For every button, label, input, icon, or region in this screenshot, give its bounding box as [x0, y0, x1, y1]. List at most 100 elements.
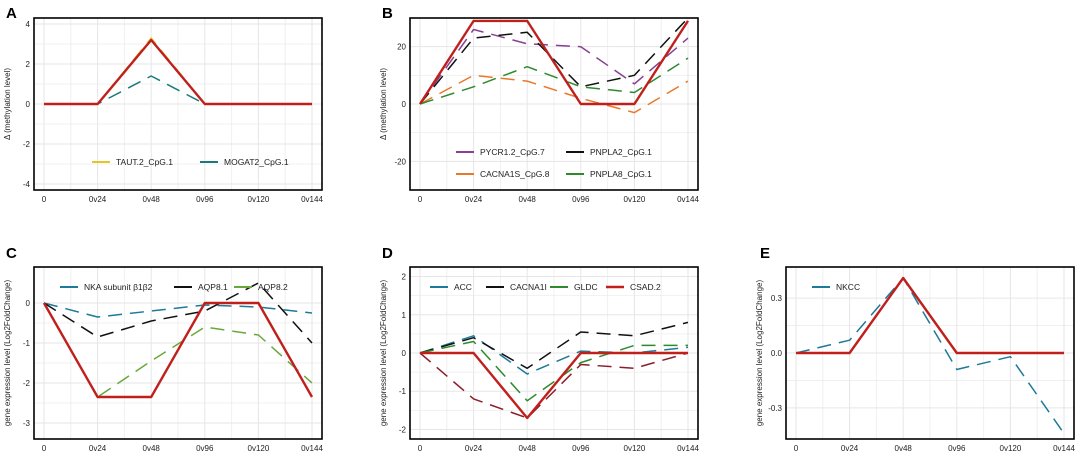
y-tick-label: -4 [23, 180, 31, 189]
y-tick-label: -0.3 [768, 404, 782, 413]
panel-letter: B [382, 5, 393, 22]
x-tick-label: 0v96 [196, 195, 214, 204]
legend-label: CACNA1S_CpG.8 [480, 169, 550, 179]
x-tick-label: 0v48 [519, 444, 537, 453]
x-tick-label: 0 [42, 444, 47, 453]
x-tick-label: 0v144 [301, 444, 323, 453]
panel-B: 0 0v24 0v48 0v96 0v120 0v144 -20 0 20 Δ (methylat… [379, 5, 699, 204]
legend-label: PNPLA2_CpG.1 [590, 147, 652, 157]
x-tick-label: 0v120 [248, 195, 270, 204]
series-line-reference-3 [42, 301, 314, 399]
y-tick-label: 2 [26, 60, 31, 69]
legend-label: PNPLA8_CpG.1 [590, 169, 652, 179]
legend: TAUT.2_CpG.1 MOGAT2_CpG.1 [92, 157, 289, 167]
y-tick-label: 0 [26, 100, 31, 109]
legend-label: NKCC [836, 282, 860, 292]
legend-label: AQP8.1 [198, 282, 228, 292]
y-tick-label: -1 [399, 387, 407, 396]
x-tick-label: 0v48 [143, 195, 161, 204]
legend: ACC CACNA1I GLDC CSAD.2 [430, 282, 661, 292]
legend-label: PYCR1.2_CpG.7 [480, 147, 545, 157]
x-tick-label: 0v96 [572, 195, 590, 204]
series-line-csad-2 [420, 351, 688, 420]
x-tick-label: 0v144 [677, 195, 699, 204]
series-line-cacna1s-cpg-8 [419, 74, 689, 114]
y-tick-label: 20 [397, 43, 406, 52]
x-tick-label: 0v96 [572, 444, 590, 453]
series-line-nka-subunit-1-2 [43, 302, 313, 318]
legend-label: ACC [454, 282, 472, 292]
panel-letter: C [6, 245, 17, 262]
y-tick-label: 2 [402, 273, 407, 282]
series-line-pycr1-2-cpg-7 [419, 28, 689, 105]
plot-frame [33, 266, 323, 440]
panel-E: 0 0v24 0v48 0v96 0v120 0v144 -0.3 0.0 0.3 gene ex… [755, 245, 1075, 453]
legend-label: CSAD.2 [630, 282, 661, 292]
series-line-aqp8-1 [43, 282, 313, 344]
series-line-pnpla2-cpg-1 [419, 17, 689, 105]
legend-label: MOGAT2_CpG.1 [224, 157, 289, 167]
series-line-reference-3 [419, 352, 689, 419]
series-line-reference-4 [418, 19, 690, 106]
y-tick-label: -2 [23, 379, 31, 388]
x-tick-label: 0v24 [89, 444, 107, 453]
y-axis-label: gene expression level (Log2FoldChange) [3, 280, 12, 427]
series-line-reference-1 [796, 276, 1064, 355]
x-tick-label: 0v144 [301, 195, 323, 204]
x-tick-label: 0v144 [1053, 444, 1075, 453]
legend: NKCC [812, 282, 860, 292]
panel-A: 0 0v24 0v48 0v96 0v120 0v144 -4 -2 0 2 4 Δ (methyla… [3, 5, 323, 204]
x-tick-label: 0v48 [895, 444, 913, 453]
x-tick-label: 0v24 [465, 444, 483, 453]
x-tick-label: 0v48 [519, 195, 537, 204]
y-tick-label: 0.3 [771, 294, 783, 303]
x-tick-label: 0v24 [841, 444, 859, 453]
y-tick-label: -2 [23, 140, 31, 149]
y-tick-label: -1 [23, 339, 31, 348]
y-axis-label: Δ (methylation level) [3, 68, 12, 140]
legend: NKA subunit β1β2 AQP8.1 AQP8.2 [60, 282, 288, 292]
y-axis-label: gene expression level (Log2FoldChange) [755, 280, 764, 427]
y-tick-label: 0 [26, 299, 31, 308]
series-line-cacna1i [419, 321, 689, 370]
y-tick-label: 0.0 [771, 349, 783, 358]
panel-letter: A [6, 5, 17, 22]
x-tick-label: 0v24 [89, 195, 107, 204]
y-tick-label: 1 [402, 311, 407, 320]
legend-label: CACNA1I [510, 282, 547, 292]
x-tick-label: 0v120 [1000, 444, 1022, 453]
y-tick-label: 0 [402, 349, 407, 358]
y-tick-label: -3 [23, 419, 31, 428]
x-tick-label: 0v24 [465, 195, 483, 204]
x-tick-label: 0v120 [624, 195, 646, 204]
series-line-pnpla8-cpg-1 [419, 57, 689, 105]
y-tick-label: 0 [402, 100, 407, 109]
y-tick-label: -20 [394, 157, 406, 166]
x-tick-label: 0 [42, 195, 47, 204]
y-axis-label: Δ (methylation level) [379, 68, 388, 140]
x-tick-label: 0v48 [143, 444, 161, 453]
x-tick-label: 0 [418, 195, 423, 204]
x-tick-label: 0v144 [677, 444, 699, 453]
panel-C: 0 0v24 0v48 0v96 0v120 0v144 -3 -2 -1 0 gene expre… [3, 245, 323, 453]
panel-D: 0 0v24 0v48 0v96 0v120 0v144 -2 -1 0 1 2 gene expre… [379, 245, 699, 453]
x-tick-label: 0v120 [624, 444, 646, 453]
legend-label: TAUT.2_CpG.1 [116, 157, 173, 167]
legend-label: AQP8.2 [258, 282, 288, 292]
y-axis-label: gene expression level (Log2FoldChange) [379, 280, 388, 427]
x-tick-label: 0 [418, 444, 423, 453]
plot-frame [785, 266, 1075, 440]
series-line-gldc [419, 340, 688, 402]
series-line-nkcc [795, 277, 1065, 434]
x-tick-label: 0 [794, 444, 799, 453]
series-line-reference-2 [44, 38, 312, 106]
y-tick-label: -2 [399, 425, 407, 434]
legend-label: GLDC [574, 282, 598, 292]
y-tick-label: 4 [26, 20, 31, 29]
plot-frame [33, 17, 323, 191]
x-tick-label: 0v120 [248, 444, 270, 453]
panel-letter: D [382, 245, 393, 262]
plot-frame [409, 17, 699, 191]
legend: PYCR1.2_CpG.7 PNPLA2_CpG.1 CACNA1S_CpG.8 PN… [456, 147, 652, 179]
